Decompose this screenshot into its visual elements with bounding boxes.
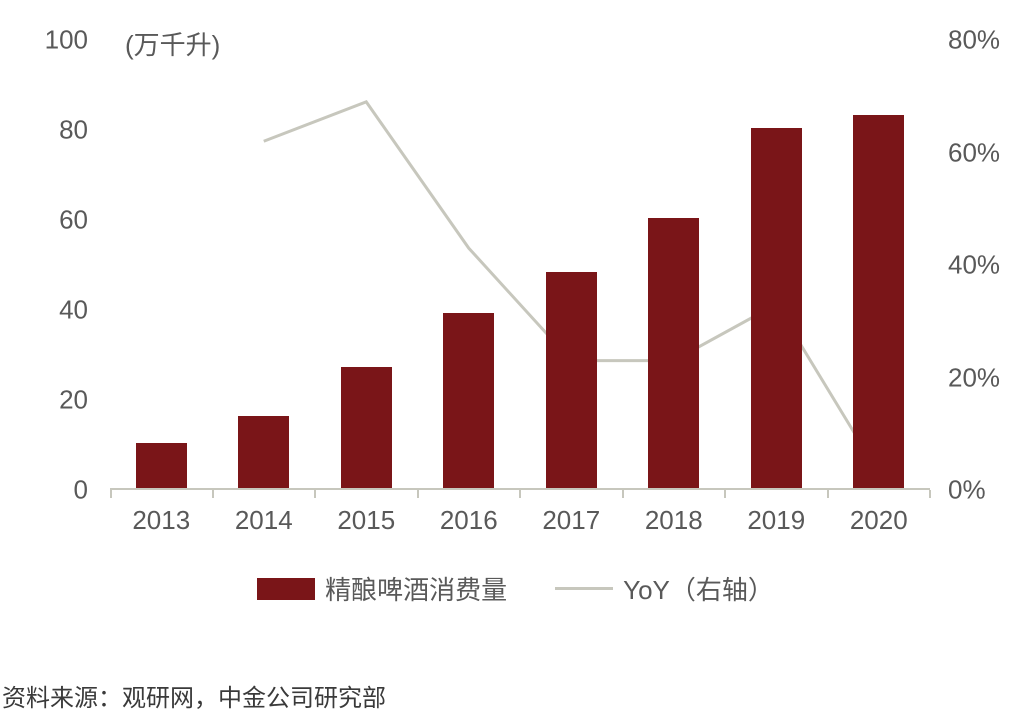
bar xyxy=(238,416,289,488)
y-right-tick-label: 80% xyxy=(948,25,1000,56)
plot-area xyxy=(110,40,930,490)
y-right-axis: 0%20%40%60%80% xyxy=(940,40,1030,490)
bar xyxy=(136,443,187,488)
chart-container: (万千升) 020406080100 0%20%40%60%80% 201320… xyxy=(20,10,1010,550)
bar-swatch-icon xyxy=(257,578,315,600)
x-tick-label: 2018 xyxy=(645,505,703,536)
bar xyxy=(648,218,699,488)
y-right-tick-label: 0% xyxy=(948,475,986,506)
y-left-tick-label: 80 xyxy=(59,115,88,146)
x-tick-label: 2017 xyxy=(542,505,600,536)
legend-item-bar: 精酿啤酒消费量 xyxy=(257,570,507,607)
y-left-tick-label: 100 xyxy=(45,25,88,56)
legend-line-label: YoY（右轴） xyxy=(623,570,774,607)
y-left-tick-label: 0 xyxy=(74,475,88,506)
x-tick-label: 2014 xyxy=(235,505,293,536)
y-right-tick-label: 20% xyxy=(948,362,1000,393)
legend-bar-label: 精酿啤酒消费量 xyxy=(325,570,507,607)
x-tick-label: 2020 xyxy=(850,505,908,536)
legend-item-line: YoY（右轴） xyxy=(555,570,774,607)
bar xyxy=(751,128,802,488)
y-left-tick-label: 20 xyxy=(59,385,88,416)
legend: 精酿啤酒消费量 YoY（右轴） xyxy=(0,570,1031,607)
bar xyxy=(443,313,494,489)
bar xyxy=(341,367,392,489)
y-left-axis: 020406080100 xyxy=(20,40,100,490)
x-axis-labels: 2013 2014 2015 2016 2017 2018 2019 2020 xyxy=(110,505,930,545)
y-right-tick-label: 40% xyxy=(948,250,1000,281)
x-tick-label: 2019 xyxy=(747,505,805,536)
y-right-tick-label: 60% xyxy=(948,137,1000,168)
x-tick-label: 2013 xyxy=(132,505,190,536)
x-tick-label: 2016 xyxy=(440,505,498,536)
line-series xyxy=(110,40,930,490)
x-tick-label: 2015 xyxy=(337,505,395,536)
bar xyxy=(853,115,904,489)
y-left-tick-label: 40 xyxy=(59,295,88,326)
y-left-tick-label: 60 xyxy=(59,205,88,236)
line-swatch-icon xyxy=(555,587,613,590)
bar xyxy=(546,272,597,488)
source-text: 资料来源：观研网，中金公司研究部 xyxy=(2,678,386,713)
